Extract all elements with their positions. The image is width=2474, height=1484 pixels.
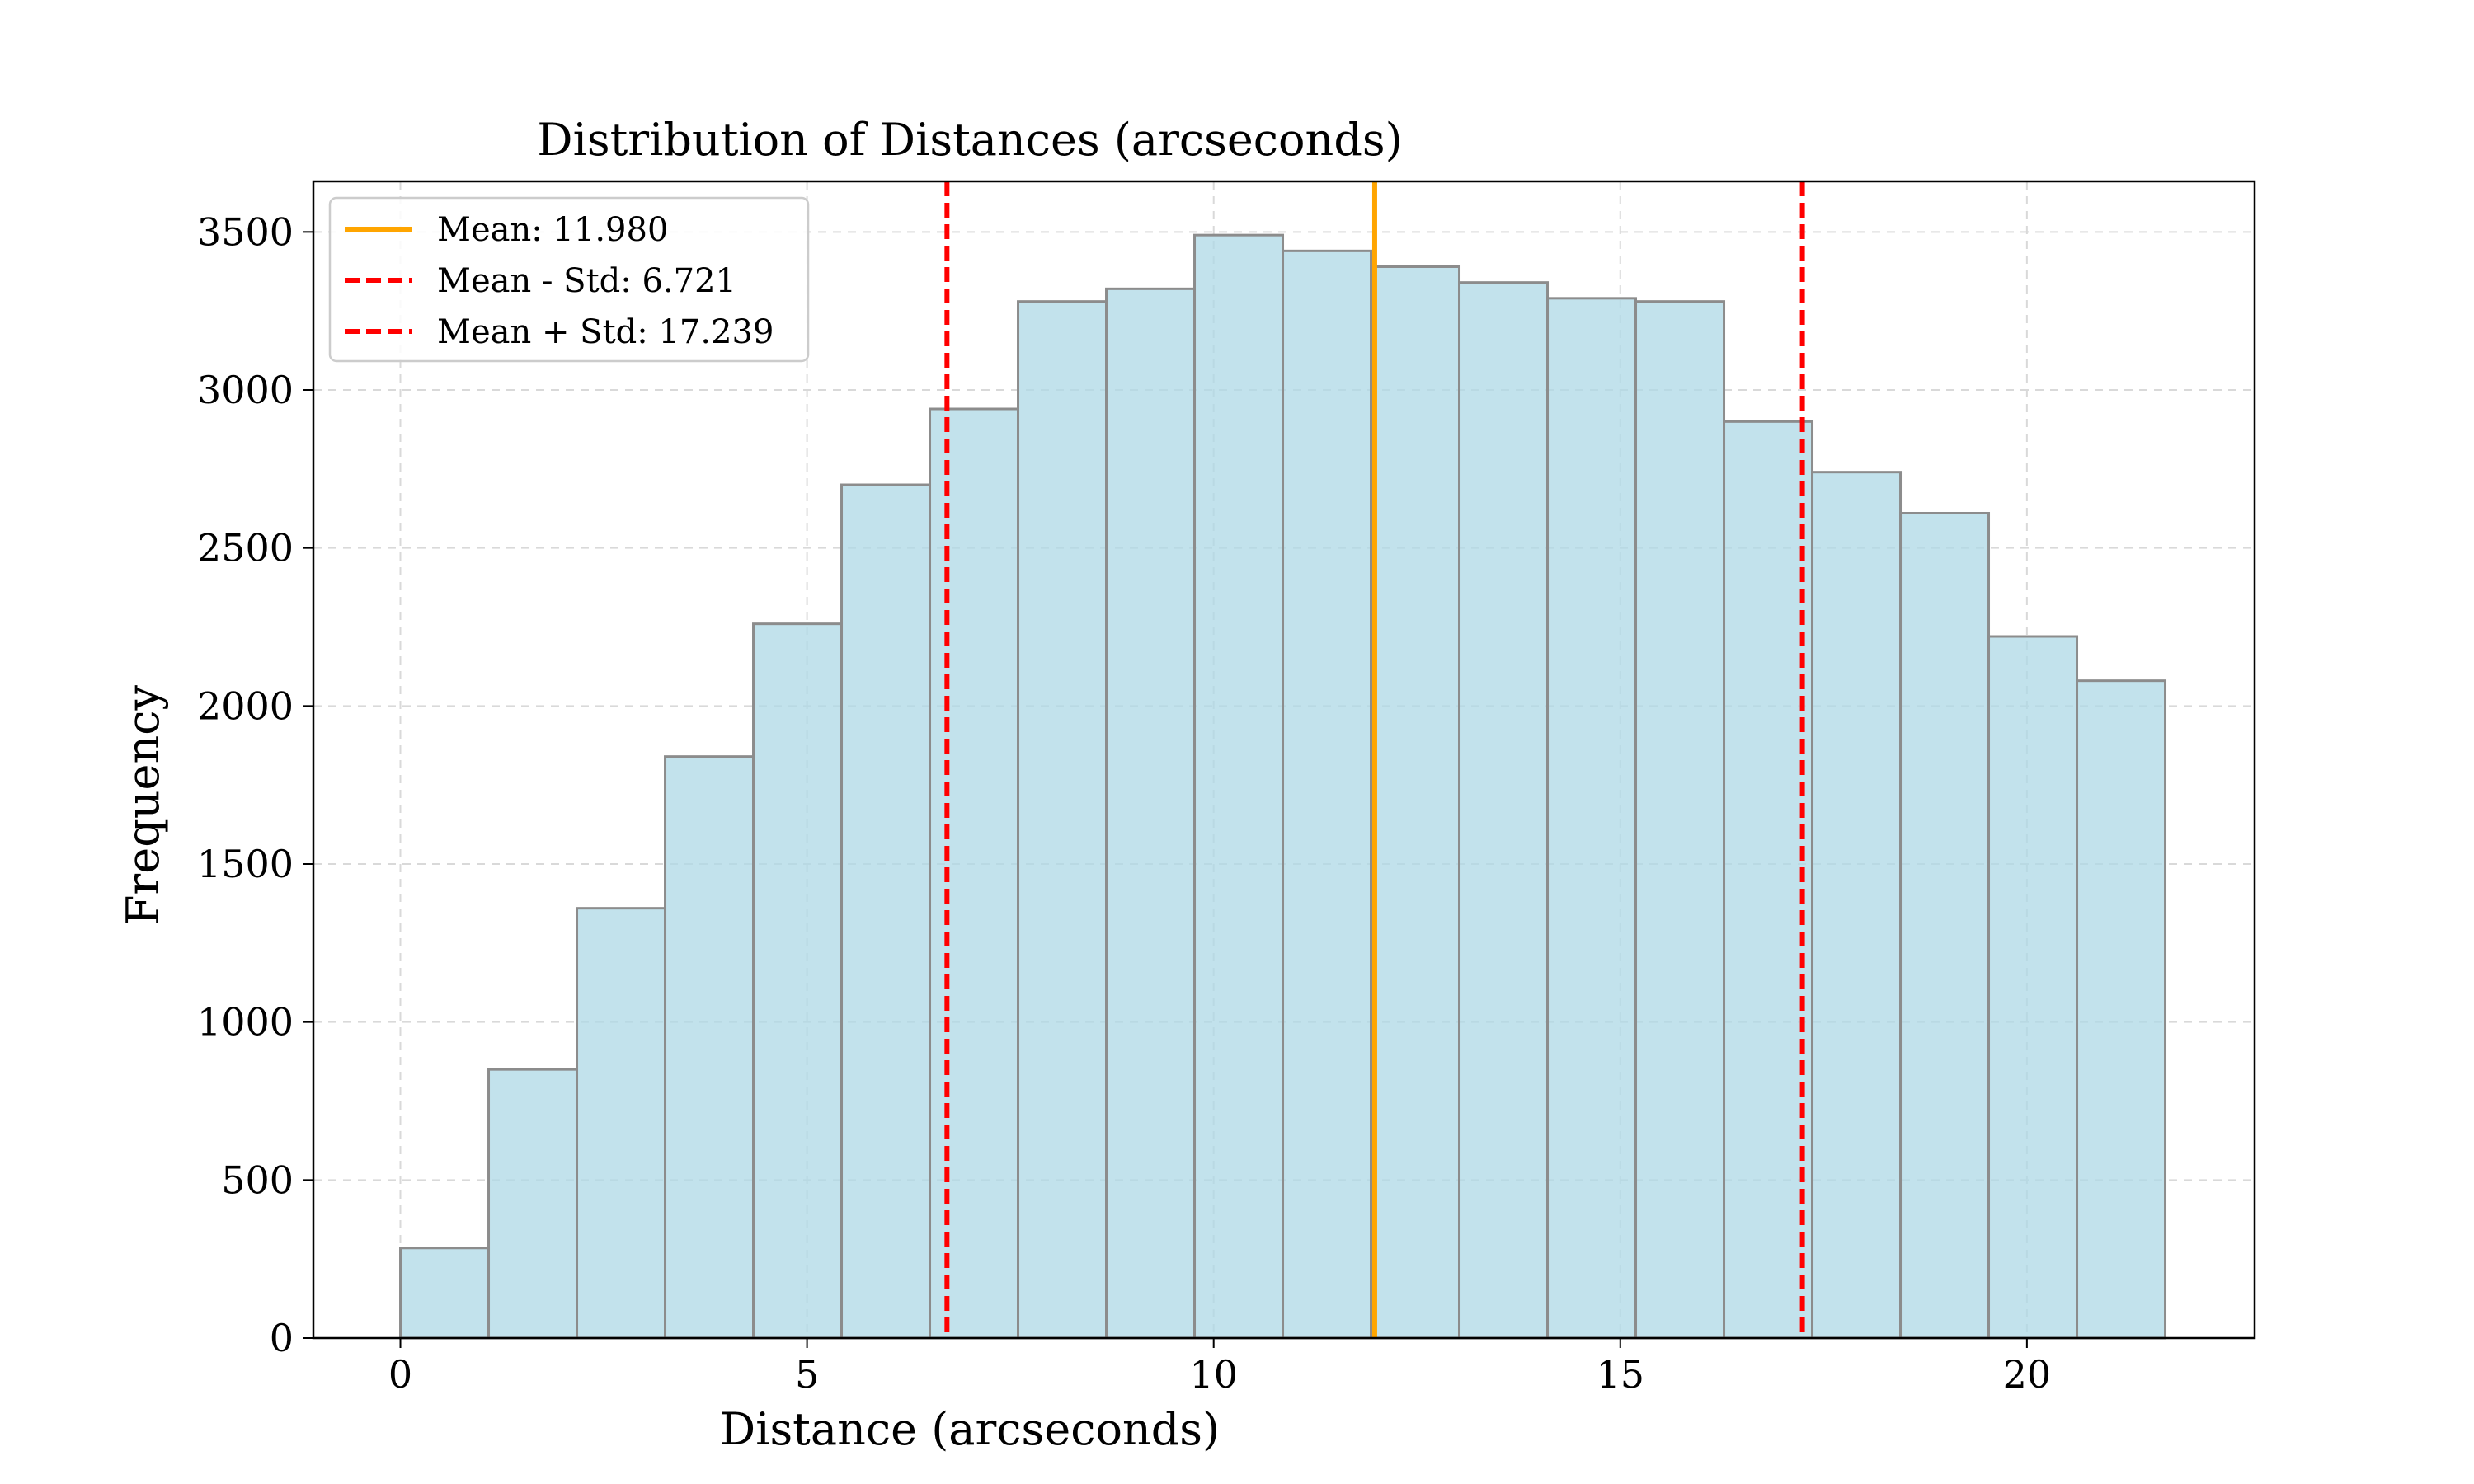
y-tick-label: 2000 [197, 683, 294, 728]
reference-lines [944, 181, 1805, 1338]
y-tick-label: 3000 [197, 368, 294, 412]
histogram-bar [1370, 265, 1461, 1340]
histogram-bar [1282, 249, 1373, 1340]
x-tick-label: 0 [388, 1352, 412, 1397]
histogram-bar [1193, 233, 1285, 1340]
y-tick-label: 500 [221, 1158, 294, 1202]
plot-frame [312, 180, 2256, 1340]
legend: Mean: 11.980 Mean - Std: 6.721 Mean + Std:… [328, 196, 810, 363]
histogram-bar [1634, 300, 1726, 1340]
y-tick-label: 1000 [197, 1000, 294, 1045]
histogram-bar [1105, 287, 1197, 1340]
histogram-bar [2076, 679, 2167, 1340]
histogram-bar [1811, 471, 1903, 1340]
x-axis-label: Distance (arcseconds) [720, 1403, 1220, 1455]
histogram-bar [1458, 281, 1550, 1340]
histogram-bar [752, 622, 844, 1340]
histogram-bar [840, 483, 932, 1340]
y-tick-label: 2500 [197, 526, 294, 571]
histogram-bar [1723, 420, 1814, 1340]
x-tick-label: 20 [2003, 1352, 2052, 1397]
histogram-bar [576, 907, 667, 1340]
histogram-bar [399, 1247, 491, 1340]
histogram-bar [929, 407, 1020, 1340]
histogram-bar [664, 755, 755, 1340]
legend-box [328, 196, 810, 363]
histogram-bar [487, 1068, 579, 1340]
legend-label: Mean - Std: 6.721 [437, 262, 736, 300]
x-axis-ticks: 0 5 10 15 20 [388, 1338, 2051, 1397]
legend-label: Mean + Std: 17.239 [437, 313, 774, 351]
y-tick-label: 3500 [197, 209, 294, 254]
y-axis-label: Frequency [117, 684, 169, 926]
y-tick-label: 0 [270, 1316, 294, 1360]
histogram-bar [1546, 297, 1638, 1340]
x-tick-label: 15 [1597, 1352, 1645, 1397]
x-tick-label: 5 [795, 1352, 819, 1397]
histogram-bar [1017, 300, 1108, 1340]
histogram-bar [1899, 512, 1991, 1340]
histogram-bars [399, 233, 2167, 1340]
legend-label: Mean: 11.980 [437, 211, 668, 249]
x-tick-label: 10 [1189, 1352, 1238, 1397]
y-axis-ticks: 0 500 1000 1500 2000 2500 3000 3500 [197, 209, 313, 1360]
y-tick-label: 1500 [197, 842, 294, 886]
histogram-bar [1987, 635, 2079, 1340]
chart-title: Distribution of Distances (arcseconds) [537, 114, 1402, 166]
